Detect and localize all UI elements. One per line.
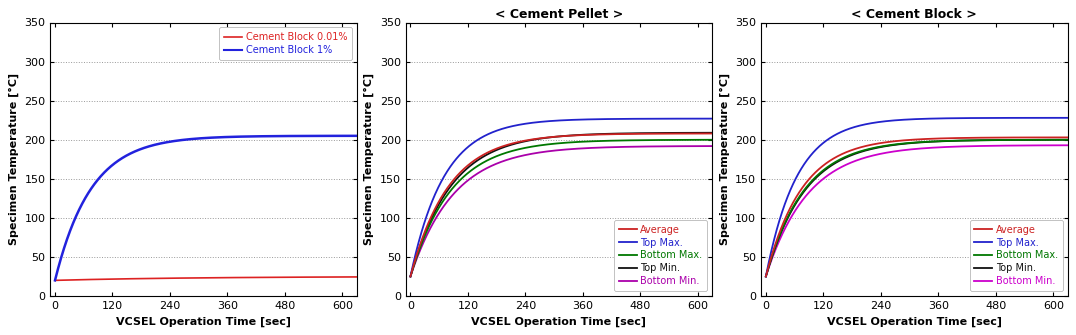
Y-axis label: Specimen Temperature [°C]: Specimen Temperature [°C]: [364, 73, 374, 245]
Title: < Cement Block >: < Cement Block >: [851, 8, 977, 21]
X-axis label: VCSEL Operation Time [sec]: VCSEL Operation Time [sec]: [116, 316, 291, 327]
Legend: Average, Top Max., Bottom Max., Top Min., Bottom Min.: Average, Top Max., Bottom Max., Top Min.…: [969, 220, 1063, 291]
X-axis label: VCSEL Operation Time [sec]: VCSEL Operation Time [sec]: [826, 316, 1002, 327]
X-axis label: VCSEL Operation Time [sec]: VCSEL Operation Time [sec]: [471, 316, 647, 327]
Y-axis label: Specimen Temperature [°C]: Specimen Temperature [°C]: [719, 73, 730, 245]
Legend: Average, Top Max., Bottom Max., Top Min., Bottom Min.: Average, Top Max., Bottom Max., Top Min.…: [614, 220, 707, 291]
Title: < Cement Pellet >: < Cement Pellet >: [495, 8, 623, 21]
Y-axis label: Specimen Temperature [°C]: Specimen Temperature [°C]: [9, 73, 18, 245]
Legend: Cement Block 0.01%, Cement Block 1%: Cement Block 0.01%, Cement Block 1%: [220, 27, 352, 60]
